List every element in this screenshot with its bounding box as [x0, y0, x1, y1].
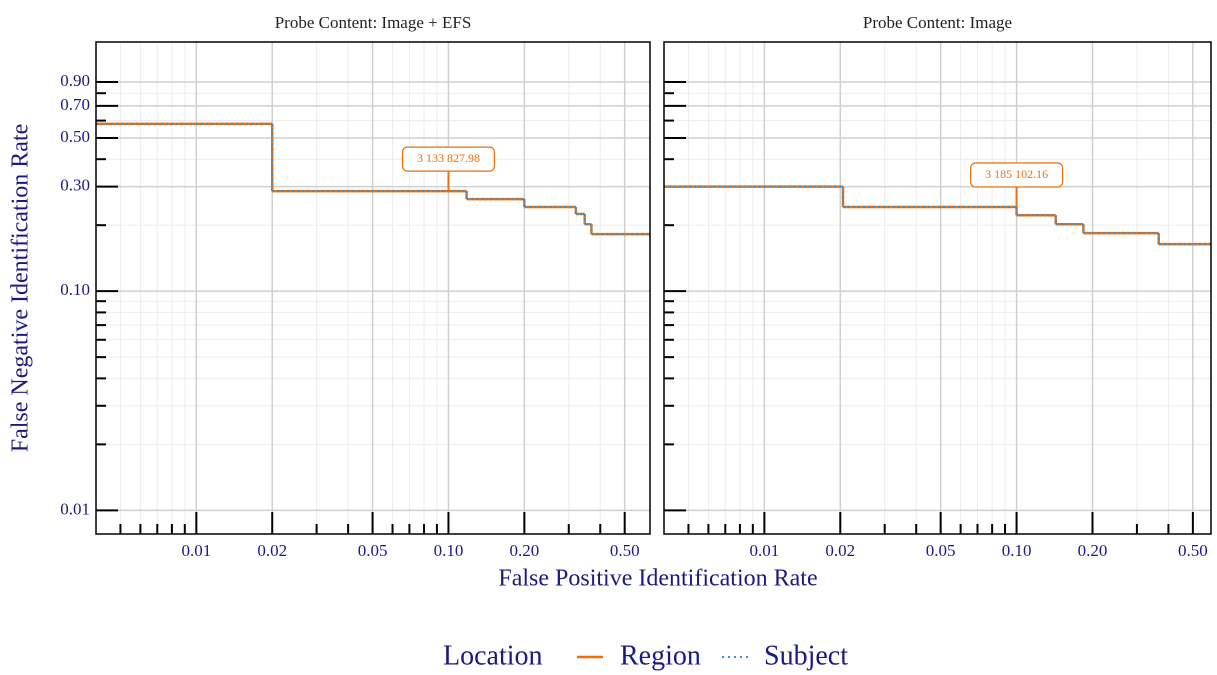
annotation-text: 3 185 102.16 — [985, 167, 1048, 181]
series-subject — [96, 122, 650, 236]
x-tick-label: 0.10 — [1002, 541, 1032, 560]
x-tick-label: 0.01 — [749, 541, 779, 560]
x-tick-label: 0.20 — [509, 541, 539, 560]
x-tick-label: 0.10 — [434, 541, 464, 560]
x-tick-label: 0.20 — [1078, 541, 1108, 560]
panel-title: Probe Content: Image — [863, 13, 1012, 32]
x-tick-label: 0.05 — [926, 541, 956, 560]
series-subject — [664, 185, 1211, 246]
x-tick-label: 0.01 — [181, 541, 211, 560]
y-axis-label: False Negative Identification Rate — [8, 124, 34, 453]
y-tick-label: 0.50 — [60, 127, 90, 146]
x-tick-label: 0.50 — [1178, 541, 1208, 560]
y-tick-label: 0.10 — [60, 280, 90, 299]
x-tick-label: 0.50 — [610, 541, 640, 560]
y-tick-label: 0.30 — [60, 175, 90, 194]
y-tick-label: 0.90 — [60, 71, 90, 90]
annotation-box — [401, 146, 496, 172]
legend-label: Subject — [764, 640, 848, 671]
panel-title: Probe Content: Image + EFS — [275, 13, 472, 32]
x-axis-label: False Positive Identification Rate — [498, 566, 817, 592]
annotation-box — [969, 162, 1064, 188]
series-region — [664, 185, 1211, 246]
y-tick-label: 0.01 — [60, 499, 90, 518]
x-tick-label: 0.05 — [358, 541, 388, 560]
plot-frame — [663, 41, 1212, 535]
y-tick-label: 0.70 — [60, 95, 90, 114]
plot-frame — [95, 41, 651, 535]
x-tick-label: 0.02 — [257, 541, 287, 560]
legend-title: Location — [443, 640, 543, 671]
x-tick-label: 0.02 — [825, 541, 855, 560]
annotation-text: 3 133 827.98 — [417, 151, 480, 165]
legend-label: Region — [620, 640, 701, 671]
